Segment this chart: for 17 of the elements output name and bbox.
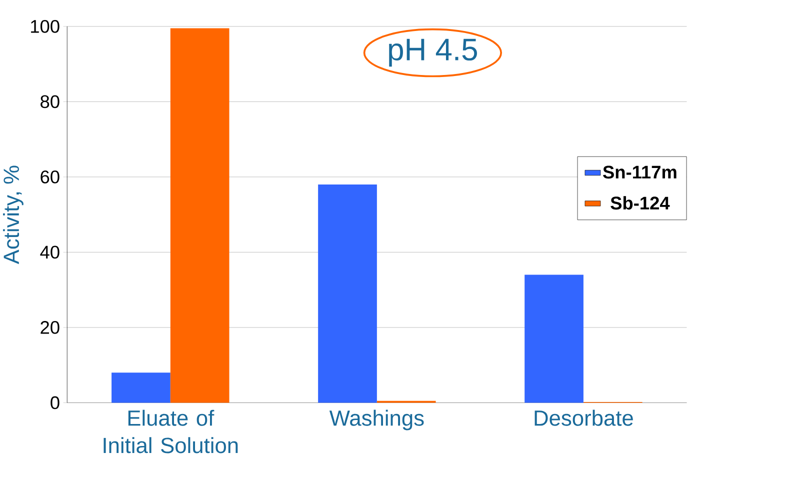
legend-label: Sb-124: [610, 196, 670, 210]
bar: [170, 28, 230, 403]
legend-label: Sn-117m: [603, 166, 676, 179]
y-tick-label: 80: [40, 95, 60, 108]
y-tick-label: 40: [40, 246, 60, 259]
y-tick-label: 20: [40, 321, 60, 334]
x-tick-label: Desorbate: [534, 410, 633, 426]
bar: [524, 274, 584, 403]
annotation: pH 4.5: [389, 38, 477, 67]
y-tick-label: 0: [50, 396, 60, 410]
x-tick-label: Washings: [329, 410, 424, 430]
y-tick-label: 100: [31, 20, 60, 33]
bar: [112, 372, 170, 403]
y-tick-label: 60: [40, 170, 60, 184]
x-tick-label: Eluate of Initial Solution: [104, 410, 238, 454]
y-axis-title: Activity, %: [3, 166, 24, 264]
bar: [318, 184, 377, 403]
